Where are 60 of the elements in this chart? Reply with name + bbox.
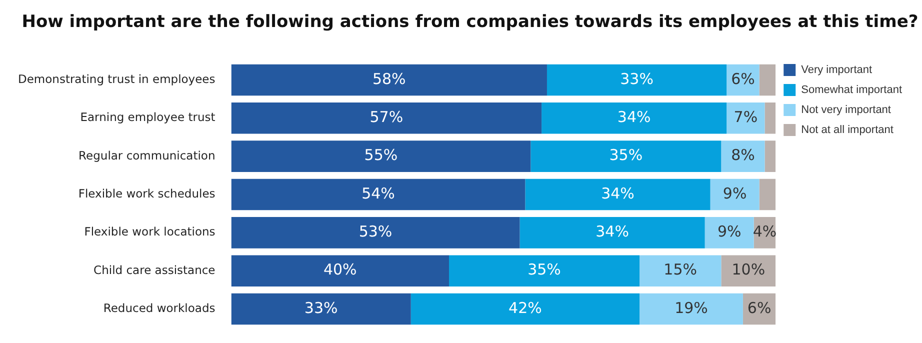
bar [231,255,450,286]
bar [542,102,727,134]
bar [530,140,722,172]
bar [759,64,776,96]
data-label: 10% [732,260,766,279]
bar [726,102,765,134]
bar [764,102,776,134]
data-label: 55% [364,146,398,164]
bar [231,140,531,172]
bar [546,64,727,96]
data-label: 19% [674,298,708,317]
legend-label: Very important [801,64,872,76]
bar [231,293,411,325]
y-tick-label: Child care assistance [94,262,216,277]
data-label: 33% [304,298,338,317]
bar [231,217,520,248]
legend-label: Not at all important [801,124,894,136]
bar [410,293,640,325]
y-tick-label: Flexible work schedules [78,186,216,200]
data-label: 42% [508,298,542,317]
bar [525,178,710,210]
bar [721,255,776,286]
bar [721,140,765,172]
data-label: 34% [601,184,634,202]
data-label: 6% [747,298,772,317]
data-label: 53% [358,222,392,241]
legend-label: Not very important [801,104,891,116]
y-tick-label: Regular communication [78,148,216,162]
data-label: 34% [617,108,651,126]
data-label: 9% [717,222,742,241]
bar [640,293,743,325]
bar [710,178,760,210]
bar [640,255,722,286]
chart-title: How important are the following actions from companies towards its employees at this time? [20,12,920,32]
data-label: 6% [731,70,755,88]
data-label: 9% [722,184,747,202]
bar [231,64,547,96]
data-label: 54% [362,184,395,202]
bar [520,217,705,248]
data-label: 8% [731,146,755,164]
data-label: 57% [370,108,404,126]
bar [231,102,542,134]
data-label: 7% [734,108,758,126]
data-label: 34% [596,222,629,241]
data-label: 35% [609,146,643,164]
y-tick-label: Demonstrating trust in employees [18,72,216,86]
data-label: 35% [528,260,561,279]
bar [764,140,776,172]
legend-label: Somewhat important [801,84,902,96]
data-label: 15% [664,260,698,279]
y-tick-label: Earning employee trust [80,110,216,124]
bar [449,255,640,286]
y-tick-label: Flexible work locations [84,224,216,239]
data-label: 33% [620,70,654,88]
bar [759,178,776,210]
bar [704,217,754,248]
data-label: 58% [372,70,406,88]
bar [231,178,526,210]
y-tick-label: Reduced workloads [103,301,216,315]
data-label: 40% [323,260,357,279]
